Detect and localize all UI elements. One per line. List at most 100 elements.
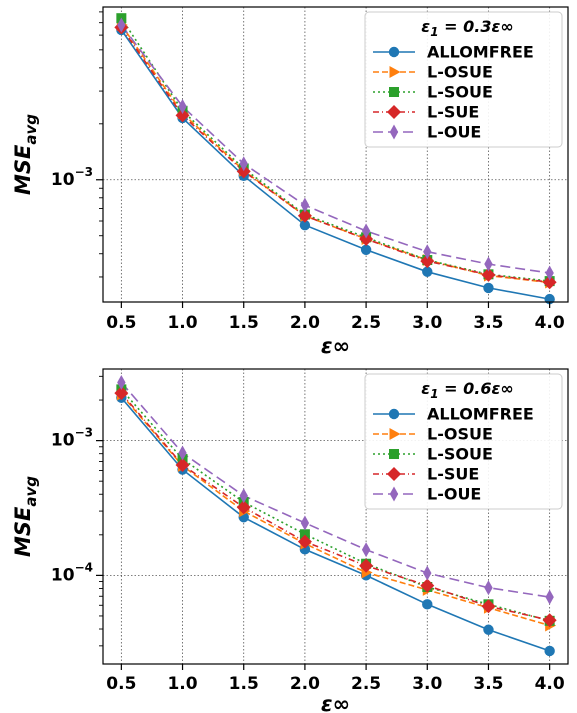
x-tick-label: 2.0	[290, 674, 320, 694]
legend-marker-allomfree	[388, 408, 400, 420]
data-point-l-oue	[239, 488, 248, 504]
data-point-l-sue	[297, 208, 312, 223]
legend-label-l-sue: L-SUE	[427, 103, 479, 122]
legend-label-l-osue: L-OSUE	[427, 63, 493, 82]
data-point-l-oue	[484, 256, 493, 272]
data-point-l-soue	[299, 529, 310, 540]
data-point-l-oue	[361, 223, 371, 239]
chart-panel-2: 0.5 1.0 1.5 2.0 2.5 3.0 3.5 4.0 10−3 10−4 ε∞ MSEavg…	[11, 368, 569, 713]
x-tick-label: 4.0	[535, 674, 565, 694]
legend-marker-allomfree	[388, 46, 400, 58]
legend-label-allomfree: ALLOMFREE	[427, 405, 534, 424]
data-point-l-sue	[114, 386, 129, 401]
data-point-l-oue	[117, 374, 126, 390]
x-tick-label: 1.0	[167, 674, 197, 694]
data-point-allomfree	[483, 282, 494, 294]
data-point-l-oue	[361, 542, 371, 558]
x-tick-label: 4.0	[535, 313, 565, 333]
legend: ε1 = 0.3ε∞ ALLOMFREEL-OSUEL-SOUEL-SUEL-OU…	[364, 11, 563, 148]
series-line-l-osue	[120, 24, 550, 284]
x-tick-label: 0.5	[106, 674, 136, 694]
series-line-l-sue	[120, 392, 550, 621]
data-point-l-sue	[236, 500, 251, 515]
x-axis-label: ε∞	[321, 334, 350, 358]
legend-label-l-soue: L-SOUE	[427, 83, 493, 102]
legend-title: ε1 = 0.3ε∞	[421, 17, 513, 39]
data-point-l-oue	[545, 589, 554, 605]
data-point-l-sue	[359, 558, 374, 573]
legend-label-l-osue: L-OSUE	[427, 425, 493, 444]
data-point-l-sue	[175, 108, 190, 123]
data-point-l-oue	[178, 98, 187, 114]
data-point-l-oue	[178, 445, 187, 461]
x-tick-label: 1.0	[167, 313, 197, 333]
series-line-l-oue	[120, 24, 550, 274]
series-line-allomfree	[120, 397, 550, 652]
data-point-l-oue	[423, 244, 432, 260]
legend-label-l-oue: L-OUE	[427, 123, 481, 142]
data-point-l-sue	[359, 232, 374, 247]
data-point-l-sue	[175, 457, 190, 472]
plot-frame	[102, 6, 569, 303]
data-point-l-oue	[117, 17, 126, 33]
data-point-l-sue	[236, 164, 251, 179]
data-point-allomfree	[544, 645, 555, 657]
data-point-l-sue	[420, 254, 435, 269]
data-point-l-sue	[542, 275, 557, 290]
legend-label-l-soue: L-SOUE	[427, 445, 493, 464]
data-point-l-sue	[420, 578, 435, 593]
data-point-l-oue	[300, 515, 310, 531]
legend-marker-l-oue	[389, 124, 399, 140]
data-point-allomfree	[422, 599, 433, 610]
legend: ε1 = 0.6ε∞ ALLOMFREEL-OSUEL-SOUEL-SUEL-OU…	[364, 373, 563, 510]
legend-box	[364, 11, 563, 148]
data-point-l-oue	[423, 565, 432, 581]
x-axis-label: ε∞	[321, 692, 350, 713]
data-point-l-sue	[297, 534, 312, 549]
y-axis-label: MSEavg	[11, 114, 40, 195]
y-tick-label: 10−3	[51, 164, 93, 190]
data-point-allomfree	[422, 266, 433, 277]
series-line-l-sue	[120, 26, 550, 283]
legend-marker-l-oue	[389, 486, 399, 502]
data-point-l-sue	[542, 613, 557, 628]
x-tick-label: 2.5	[351, 674, 381, 694]
y-axis-label: MSEavg	[11, 476, 40, 557]
legend-box	[364, 373, 563, 510]
x-tick-label: 2.0	[290, 313, 320, 333]
legend-marker-l-sue	[387, 467, 401, 481]
legend-marker-l-osue	[389, 66, 401, 78]
legend-label-l-sue: L-SUE	[427, 465, 479, 484]
legend-title: ε1 = 0.6ε∞	[421, 379, 513, 401]
data-point-allomfree	[360, 244, 372, 255]
data-point-l-sue	[481, 599, 496, 614]
plot-frame	[102, 368, 569, 665]
series-line-l-soue	[120, 388, 550, 622]
x-tick-label: 2.5	[351, 313, 381, 333]
x-tick-label: 0.5	[106, 313, 136, 333]
x-tick-label: 1.5	[229, 674, 259, 694]
legend-marker-l-soue	[389, 449, 399, 459]
legend-label-l-oue: L-OUE	[427, 485, 481, 504]
data-point-l-sue	[481, 267, 496, 282]
legend-marker-l-osue	[389, 428, 401, 440]
x-tick-label: 3.0	[412, 313, 442, 333]
data-point-l-oue	[300, 197, 310, 213]
y-tick-label: 10−4	[51, 560, 93, 586]
legend-marker-l-soue	[389, 87, 399, 97]
data-point-l-oue	[545, 265, 554, 281]
series-line-allomfree	[120, 29, 550, 300]
x-tick-label: 3.5	[473, 313, 503, 333]
legend-marker-l-sue	[387, 105, 401, 119]
data-point-l-oue	[484, 580, 493, 596]
data-point-allomfree	[299, 219, 311, 231]
legend-label-allomfree: ALLOMFREE	[427, 43, 534, 62]
x-tick-label: 3.0	[412, 674, 442, 694]
x-tick-label: 3.5	[473, 674, 503, 694]
x-tick-label: 1.5	[229, 313, 259, 333]
data-point-l-oue	[239, 156, 248, 172]
chart-panel-1: 0.5 1.0 1.5 2.0 2.5 3.0 3.5 4.0 10−3 ε∞ MSEavg ε1 =…	[11, 6, 569, 358]
series-line-l-osue	[120, 393, 550, 627]
y-tick-label: 10−3	[51, 425, 93, 451]
